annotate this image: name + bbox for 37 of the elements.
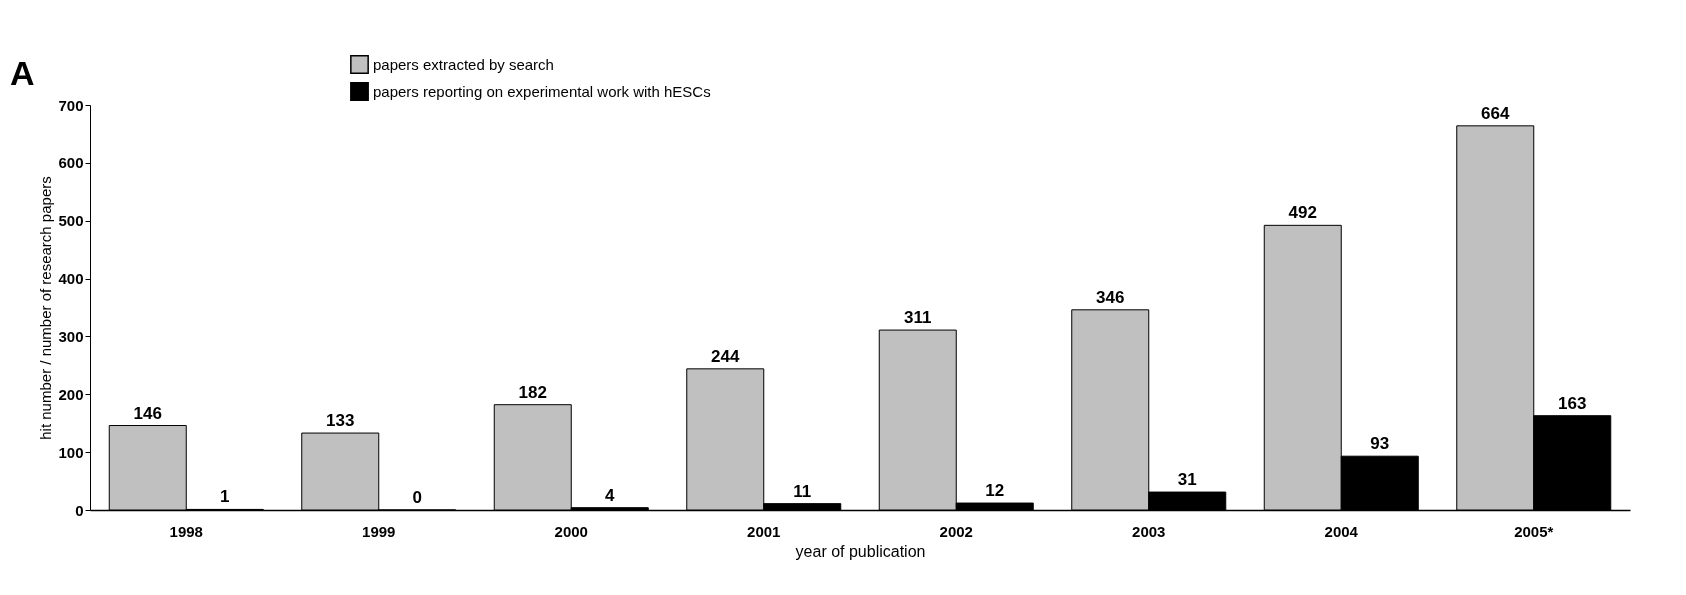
data-label: 244 (711, 346, 740, 366)
legend-label: papers extracted by search (373, 55, 554, 73)
y-tick-label: 500 (58, 212, 84, 230)
x-tick-label: 1998 (169, 522, 203, 540)
data-label: 182 (518, 382, 547, 402)
y-tick-label: 400 (58, 270, 84, 288)
x-tick-label: 2003 (1132, 522, 1166, 540)
y-tick-label: 700 (58, 96, 84, 114)
data-label: 93 (1370, 434, 1390, 454)
x-tick-label: 2001 (747, 522, 781, 540)
data-label: 1 (220, 487, 230, 507)
y-tick-label: 200 (58, 385, 84, 403)
legend-label: papers reporting on experimental work with hESCs (373, 82, 711, 100)
data-label: 4 (605, 485, 616, 505)
x-axis-title: year of publication (795, 542, 926, 560)
data-label: 163 (1558, 393, 1587, 413)
x-tick-label: 2000 (554, 522, 588, 540)
y-axis-title: hit number / number of research papers (37, 176, 55, 440)
data-label: 146 (133, 403, 162, 423)
x-tick-label: 2004 (1324, 522, 1359, 540)
data-label: 664 (1481, 103, 1510, 123)
data-label: 492 (1288, 203, 1317, 223)
data-label: 311 (904, 308, 932, 328)
y-tick-label: 100 (58, 443, 84, 461)
x-tick-label: 1999 (362, 522, 396, 540)
data-label: 346 (1096, 287, 1125, 307)
x-tick-label: 2002 (939, 522, 973, 540)
data-label: 11 (793, 481, 812, 501)
data-label: 12 (985, 481, 1005, 501)
data-label: 31 (1177, 470, 1197, 490)
data-label: 133 (326, 411, 355, 431)
y-tick-label: 300 (58, 327, 84, 345)
y-tick-label: 600 (58, 154, 84, 172)
x-tick-label: 2005* (1514, 522, 1554, 540)
y-tick-label: 0 (75, 501, 84, 519)
text: A (10, 54, 35, 92)
data-label: 0 (412, 488, 422, 507)
